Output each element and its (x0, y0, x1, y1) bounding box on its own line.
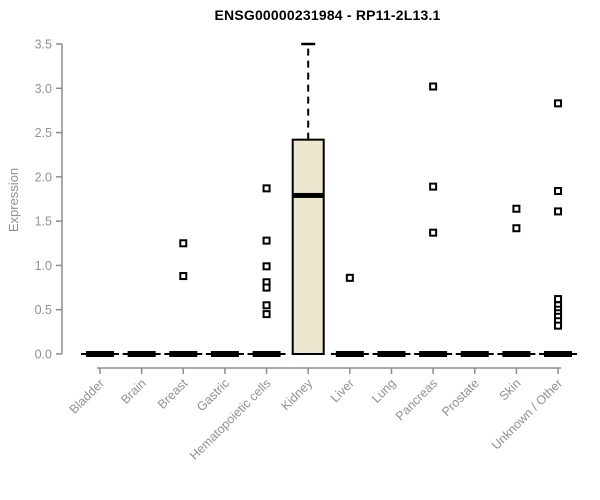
y-tick-label: 2.5 (35, 126, 52, 140)
y-tick-label: 0.5 (35, 303, 52, 317)
x-tick-label: Prostate (439, 376, 482, 419)
y-tick-label: 3.0 (35, 82, 52, 96)
data-point (345, 273, 354, 282)
collapsed-median (252, 351, 281, 357)
box-group (164, 239, 203, 357)
x-tick-label: Unknown / Other (489, 376, 565, 452)
data-point (179, 272, 188, 281)
x-tick-label: Gastric (194, 376, 232, 414)
chart-title: ENSG00000231984 - RP11-2L13.1 (214, 7, 441, 23)
box-group (81, 351, 119, 357)
data-point (262, 184, 271, 193)
box-group (372, 351, 411, 357)
data-point (262, 262, 271, 271)
box-group (330, 273, 369, 357)
data-point (429, 182, 438, 191)
x-tick-label: Lung (369, 376, 399, 406)
x-tick-label: Pancreas (393, 376, 440, 423)
collapsed-median (502, 351, 531, 357)
data-point (554, 99, 563, 108)
y-axis: 0.0 0.5 1.0 1.5 2.0 2.5 3.0 3.5 (35, 38, 63, 362)
x-tick-label: Liver (328, 376, 357, 405)
x-tick-label: Skin (496, 376, 523, 403)
data-point (554, 295, 563, 304)
data-point (429, 82, 438, 91)
data-point (554, 187, 563, 196)
x-tick-label: Kidney (278, 376, 315, 413)
collapsed-median (169, 351, 198, 357)
box-group (122, 351, 161, 357)
collapsed-median (210, 351, 239, 357)
y-tick-label: 2.0 (35, 170, 52, 184)
x-tick-label: Hematopoietic cells (187, 376, 274, 463)
box-group (205, 351, 244, 357)
box-group (455, 351, 494, 357)
data-point (179, 239, 188, 248)
box-rect (291, 138, 325, 355)
y-tick-label: 1.5 (35, 215, 52, 229)
data-point (554, 207, 563, 216)
y-tick-label: 0.0 (35, 348, 52, 362)
data-point (262, 301, 271, 310)
collapsed-median (127, 351, 156, 357)
x-tick-label: Brain (118, 376, 149, 407)
data-point (262, 236, 271, 245)
box-group (247, 184, 286, 357)
data-point (262, 283, 271, 292)
y-tick-label: 3.5 (35, 38, 52, 52)
y-tick-label: 1.0 (35, 259, 52, 273)
data-point (429, 228, 438, 237)
data-point (554, 321, 563, 330)
box-group (291, 42, 325, 355)
collapsed-median (377, 351, 406, 357)
collapsed-median (419, 351, 448, 357)
box-group (497, 204, 536, 357)
collapsed-median (86, 351, 114, 357)
collapsed-median (544, 351, 573, 357)
box-group (414, 82, 453, 357)
collapsed-median (460, 351, 489, 357)
box-group (539, 99, 578, 357)
collapsed-median (335, 351, 364, 357)
data-point (512, 204, 521, 213)
x-tick-label: Bladder (67, 376, 107, 416)
median-line (292, 192, 324, 198)
data-point (512, 224, 521, 233)
x-tick-label: Breast (155, 376, 191, 412)
data-point (262, 310, 271, 319)
